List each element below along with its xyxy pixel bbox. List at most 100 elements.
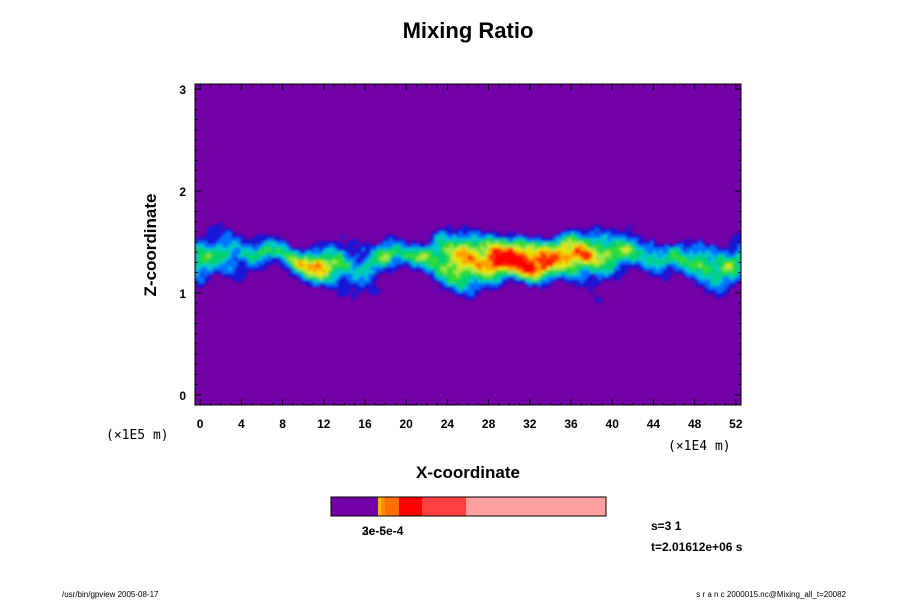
heatmap-cell <box>555 270 560 274</box>
heatmap-cell <box>686 247 691 252</box>
heatmap-cell <box>513 263 518 268</box>
heatmap-cell <box>510 238 515 242</box>
heatmap-cell <box>349 266 354 271</box>
heatmap-cell <box>364 279 369 284</box>
heatmap-cell <box>419 257 424 262</box>
heatmap-cell <box>662 276 666 281</box>
heatmap-cell <box>471 238 475 242</box>
heatmap-cell <box>549 263 554 268</box>
heatmap-cell <box>355 260 360 265</box>
heatmap-cell <box>358 254 363 258</box>
heatmap-cell <box>443 247 448 252</box>
heatmap-cell <box>713 250 718 255</box>
heatmap-cell <box>213 266 217 271</box>
heatmap-cell <box>531 257 536 262</box>
heatmap-cell <box>686 254 691 258</box>
heatmap-cell <box>589 273 593 278</box>
heatmap-cell <box>464 241 469 246</box>
heatmap-cell <box>683 260 687 265</box>
heatmap-cell <box>337 283 342 287</box>
heatmap-cell <box>195 263 199 268</box>
heatmap-cell <box>234 250 239 255</box>
heatmap-cell <box>492 238 496 242</box>
heatmap-cell <box>216 257 220 262</box>
heatmap-cell <box>510 257 515 262</box>
heatmap-cell <box>413 263 418 268</box>
heatmap-cell <box>413 241 418 246</box>
heatmap-cell <box>680 260 684 265</box>
heatmap-cell <box>273 244 278 249</box>
heatmap-cell <box>698 270 703 274</box>
heatmap-cell <box>464 260 469 265</box>
heatmap-cell <box>313 247 317 252</box>
heatmap-cell <box>343 270 348 274</box>
heatmap-cell <box>662 263 666 268</box>
heatmap-cell <box>207 276 211 281</box>
heatmap-cell <box>386 270 390 274</box>
heatmap-cell <box>662 257 666 262</box>
heatmap-cell <box>540 257 545 262</box>
heatmap-cell <box>298 276 302 281</box>
colorbar-segment <box>385 497 399 516</box>
heatmap-cell <box>328 244 333 249</box>
heatmap-cell <box>201 273 205 278</box>
heatmap-cell <box>419 260 424 265</box>
heatmap-cell <box>328 266 333 271</box>
heatmap-cell <box>307 270 311 274</box>
heatmap-cell <box>710 263 715 268</box>
heatmap-cell <box>443 244 448 249</box>
heatmap-cell <box>637 241 642 246</box>
heatmap-cell <box>546 241 551 246</box>
heatmap-cell <box>346 289 351 294</box>
heatmap-cell <box>219 234 223 239</box>
heatmap-cell <box>607 257 612 262</box>
heatmap-cell <box>722 276 727 281</box>
heatmap-cell <box>373 254 378 258</box>
heatmap-cell <box>513 254 518 258</box>
heatmap-cell <box>510 244 515 249</box>
heatmap-cell <box>461 266 466 271</box>
heatmap-cell <box>449 273 454 278</box>
heatmap-cell <box>380 250 384 255</box>
heatmap-cell <box>361 263 366 268</box>
heatmap-cell <box>204 250 208 255</box>
heatmap-cell <box>595 257 600 262</box>
heatmap-cell <box>719 254 724 258</box>
heatmap-cell <box>489 279 493 284</box>
heatmap-cell <box>201 250 205 255</box>
heatmap-cell <box>595 225 600 230</box>
heatmap-cell <box>492 257 496 262</box>
heatmap-cell <box>486 260 490 265</box>
heatmap-cell <box>270 250 275 255</box>
heatmap-cell <box>710 279 715 284</box>
heatmap-cell <box>489 254 493 258</box>
heatmap-cell <box>304 273 308 278</box>
heatmap-cell <box>195 250 199 255</box>
heatmap-cell <box>580 279 584 284</box>
heatmap-cell <box>643 257 648 262</box>
heatmap-cell <box>386 260 390 265</box>
heatmap-cell <box>631 241 636 246</box>
heatmap-cell <box>516 238 521 242</box>
heatmap-cell <box>246 254 251 258</box>
heatmap-cell <box>731 260 736 265</box>
heatmap-cell <box>574 228 578 233</box>
heatmap-cell <box>519 263 524 268</box>
heatmap-cell <box>434 250 439 255</box>
heatmap-cell <box>471 257 475 262</box>
heatmap-cell <box>240 257 245 262</box>
heatmap-cell <box>370 260 375 265</box>
heatmap-cell <box>276 241 281 246</box>
heatmap-cell <box>355 279 360 284</box>
heatmap-cell <box>680 266 684 271</box>
heatmap-cell <box>543 270 548 274</box>
heatmap-cell <box>273 257 278 262</box>
heatmap-cell <box>234 260 239 265</box>
heatmap-cell <box>628 244 633 249</box>
heatmap-cell <box>204 238 208 242</box>
heatmap-cell <box>701 266 706 271</box>
heatmap-cell <box>546 254 551 258</box>
heatmap-cell <box>461 254 466 258</box>
heatmap-cell <box>634 263 639 268</box>
heatmap-cell <box>562 241 566 246</box>
